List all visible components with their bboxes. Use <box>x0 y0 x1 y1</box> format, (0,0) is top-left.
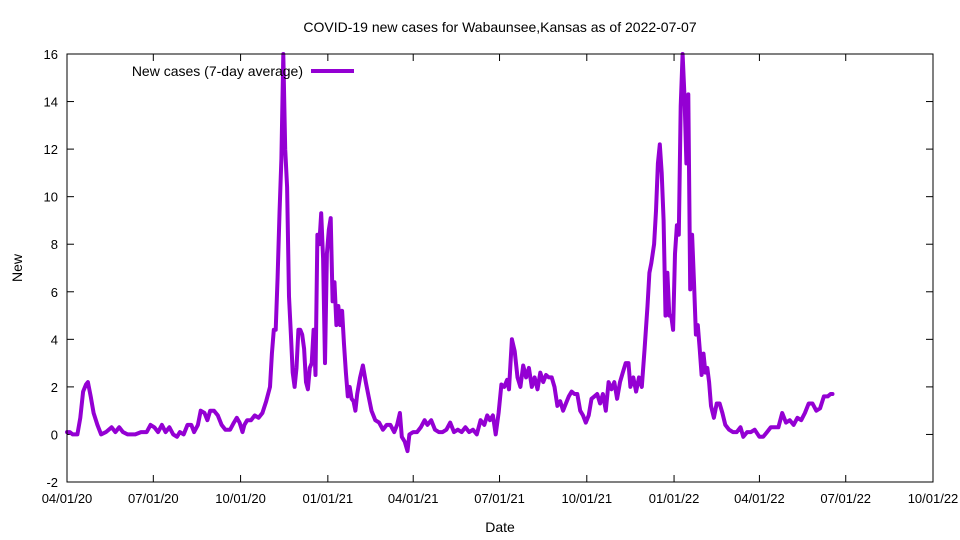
y-tick-label: 12 <box>44 142 58 157</box>
y-tick-label: 2 <box>51 380 58 395</box>
x-axis-label: Date <box>485 519 515 535</box>
x-tick-label: 10/01/22 <box>908 491 959 506</box>
x-tick-label: 04/01/21 <box>388 491 439 506</box>
x-tick-label: 04/01/22 <box>734 491 785 506</box>
plot-frame <box>66 53 934 483</box>
x-tick-label: 01/01/22 <box>649 491 700 506</box>
y-tick-label: 6 <box>51 285 58 300</box>
y-tick-label: 16 <box>44 47 58 62</box>
x-tick-label: 07/01/20 <box>128 491 179 506</box>
x-tick-label: 04/01/20 <box>42 491 93 506</box>
y-tick-label: 8 <box>51 237 58 252</box>
y-tick-label: 0 <box>51 427 58 442</box>
x-tick-label: 07/01/21 <box>474 491 525 506</box>
y-tick-label: -2 <box>46 475 58 490</box>
legend: New cases (7-day average) <box>132 63 354 79</box>
y-axis-label: New <box>9 253 25 282</box>
series-line-new-cases <box>65 52 835 454</box>
x-tick-labels: 04/01/20 07/01/20 10/01/20 01/01/21 04/01/21… <box>42 491 959 506</box>
legend-label: New cases (7-day average) <box>132 63 303 79</box>
y-tick-label: 14 <box>44 95 58 110</box>
x-tick-label: 10/01/20 <box>215 491 266 506</box>
x-tick-label: 01/01/21 <box>303 491 354 506</box>
x-tick-label: 10/01/21 <box>561 491 612 506</box>
y-tick-labels: -2 0 2 4 6 8 10 12 14 16 <box>44 47 58 490</box>
x-tick-label: 07/01/22 <box>820 491 871 506</box>
y-tick-label: 4 <box>51 332 58 347</box>
chart-title: COVID-19 new cases for Wabaunsee,Kansas … <box>303 19 696 35</box>
y-tick-label: 10 <box>44 190 58 205</box>
